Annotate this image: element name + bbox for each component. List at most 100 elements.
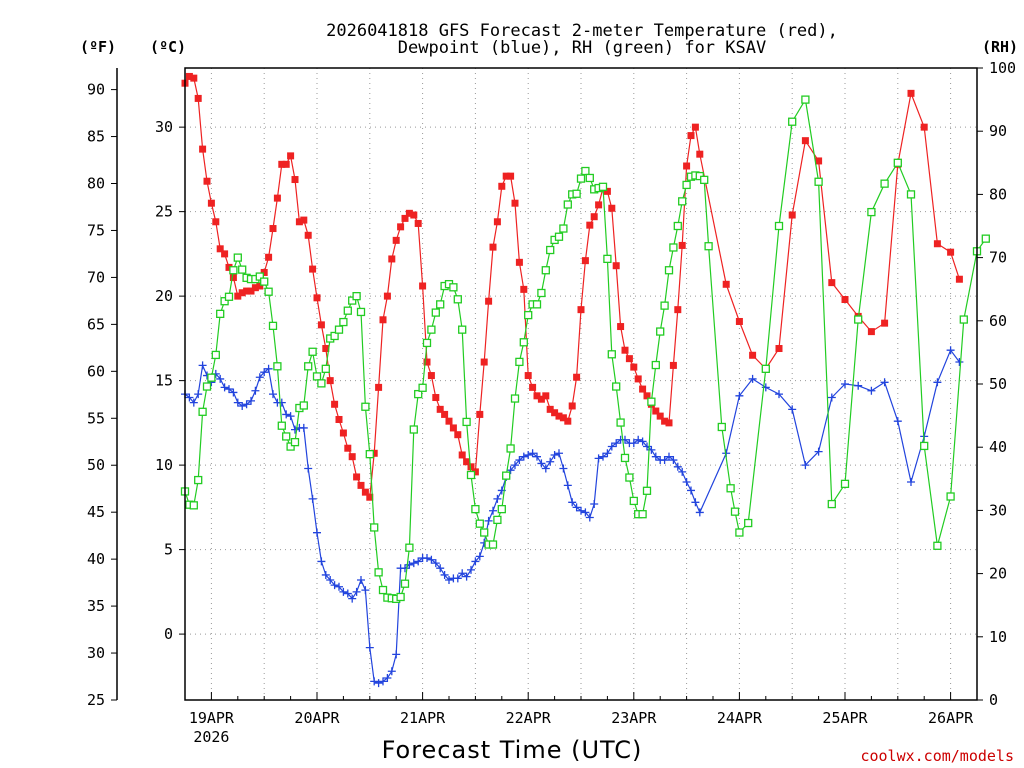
temperature-point [212, 218, 220, 226]
rh-point [563, 200, 572, 209]
temperature-point [229, 274, 237, 282]
rh-point [255, 272, 264, 281]
temperature-point [652, 407, 660, 415]
temperature-point [436, 405, 444, 413]
celsius-tick-label: 0 [164, 625, 173, 643]
dewpoint-point [493, 494, 502, 503]
rh-point [405, 543, 414, 552]
rh-point [647, 397, 656, 406]
dewpoint-point [330, 581, 339, 590]
rh-point [660, 301, 669, 310]
rh-point [959, 315, 968, 324]
dewpoint-point [392, 650, 401, 659]
rh-point [194, 475, 203, 485]
rh-point [933, 541, 942, 550]
dewpoint-point [383, 674, 392, 683]
dewpoint-point [612, 439, 621, 448]
dewpoint-point [511, 461, 519, 470]
temperature-point [634, 375, 642, 383]
dewpoint-point [801, 461, 810, 470]
temperature-point [485, 297, 493, 305]
temperature-point [489, 243, 497, 251]
dewpoint-point [365, 643, 374, 652]
temperature-point [947, 248, 955, 256]
rh-point [827, 499, 836, 509]
temperature-point [537, 395, 545, 403]
rh-tick-label: 20 [989, 565, 1007, 583]
temperature-point [520, 285, 528, 293]
dewpoint-point [695, 508, 704, 517]
rh-tick-label: 70 [989, 249, 1007, 267]
rh-point [519, 338, 528, 347]
temperature-point [414, 219, 422, 227]
dewpoint-point [251, 386, 260, 395]
dewpoint-point [946, 346, 955, 355]
dewpoint-point [607, 442, 616, 451]
temperature-point [841, 296, 849, 304]
dewpoint-point [603, 449, 612, 458]
rh-point [475, 519, 484, 528]
x-tick-label: 24APR [717, 709, 763, 727]
chart-title-line1: 2026041818 GFS Forecast 2-meter Temperat… [326, 21, 838, 41]
dewpoint-point [242, 400, 251, 409]
dewpoint-point [225, 385, 233, 394]
rh-point [607, 350, 616, 359]
rh-point [651, 360, 660, 370]
temperature-point [256, 282, 264, 290]
temperature-point [300, 216, 308, 224]
dewpoint-point [269, 390, 277, 399]
temperature-point [867, 328, 875, 336]
celsius-tick-label: 5 [164, 541, 173, 559]
rh-point [317, 379, 326, 388]
temperature-point [291, 176, 299, 184]
rh-point [449, 283, 458, 292]
dewpoint-point [775, 390, 783, 399]
rh-tick-label: 80 [989, 185, 1007, 203]
temperature-point [269, 225, 277, 233]
rh-point [559, 224, 568, 233]
dewpoint-point [907, 478, 915, 487]
dewpoint-point [445, 576, 453, 585]
dewpoint-point [559, 464, 568, 473]
temperature-point [295, 218, 303, 226]
temperature-point [696, 150, 704, 158]
temperature-point [643, 392, 651, 400]
dewpoint-point [255, 373, 264, 382]
dewpoint-point [379, 677, 387, 686]
rh-point [224, 292, 234, 301]
fahrenheit-tick-label: 80 [87, 175, 105, 193]
dewpoint-point [299, 423, 308, 432]
temperature-point [617, 323, 625, 331]
temperature-point [441, 410, 449, 418]
dewpoint-point [326, 576, 335, 585]
rh-point [801, 95, 810, 104]
dewpoint-point [216, 374, 225, 383]
dewpoint-point [572, 503, 581, 512]
rh-point [581, 166, 590, 176]
dewpoint-point [401, 564, 409, 573]
dewpoint-point [286, 412, 295, 421]
dewpoint-point [282, 410, 291, 419]
rh-point [409, 425, 418, 434]
rh-point [308, 347, 317, 356]
dewpoint-point [317, 557, 326, 566]
dewpoint-point [880, 378, 889, 387]
temperature-point [691, 123, 699, 131]
dewpoint-point [634, 435, 643, 444]
dewpoint-point [827, 393, 836, 402]
dewpoint-point [788, 405, 797, 414]
rh-tick-label: 90 [989, 122, 1007, 140]
rh-point [510, 394, 520, 403]
dewpoint-point [555, 449, 563, 458]
temperature-point [788, 211, 796, 219]
dewpoint-point [357, 576, 365, 585]
dewpoint-point [387, 667, 396, 676]
temperature-point [722, 280, 730, 288]
temperature-point [357, 481, 365, 489]
temperature-point [524, 372, 532, 380]
rh-point [704, 242, 713, 251]
rh-point [920, 441, 929, 451]
fahrenheit-tick-label: 85 [87, 128, 105, 146]
temperature-point [612, 262, 620, 270]
